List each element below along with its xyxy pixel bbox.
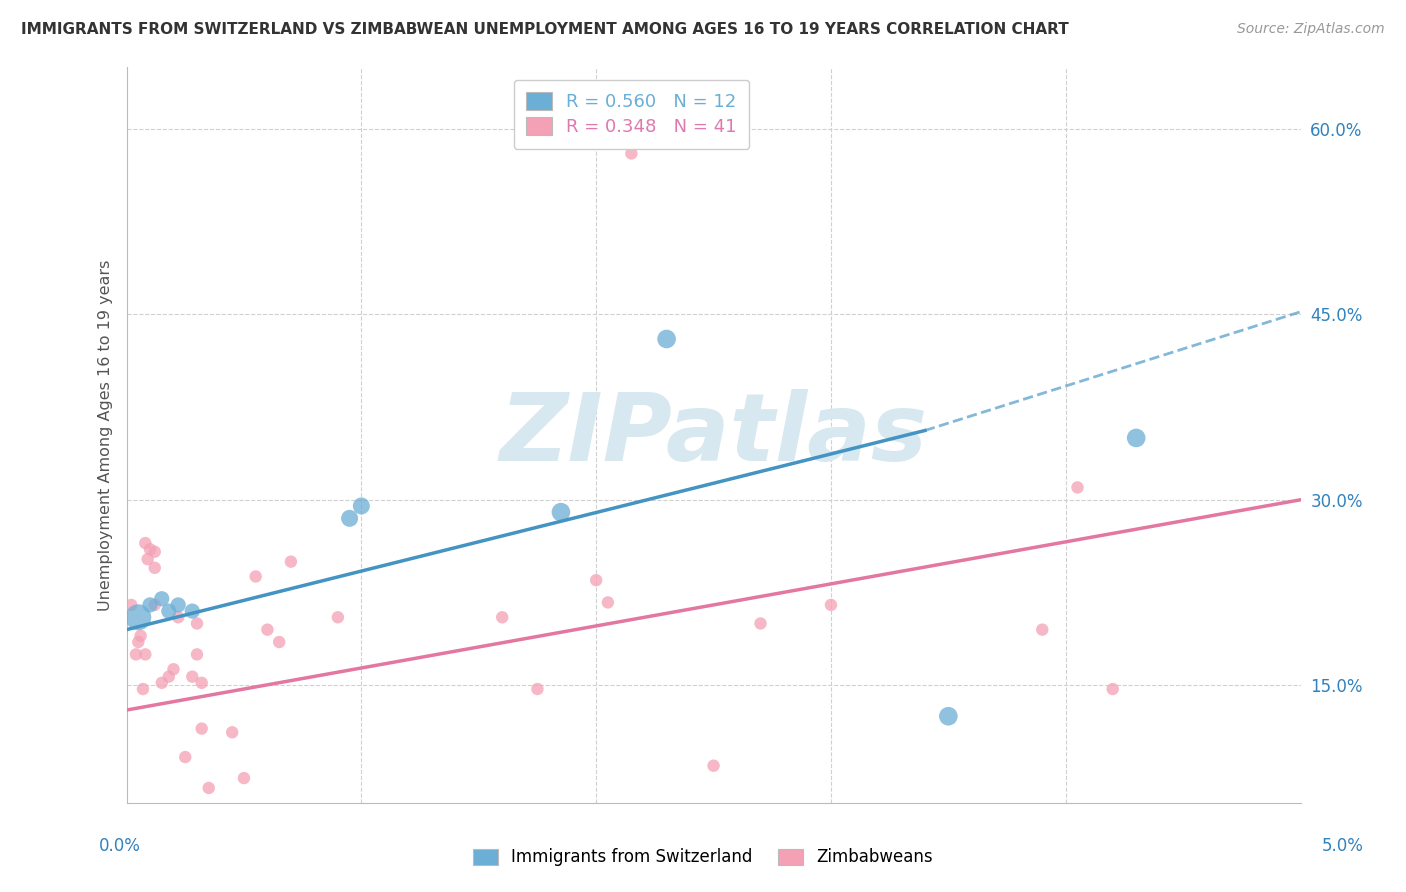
Point <box>1031 623 1053 637</box>
Point <box>702 758 725 772</box>
Point <box>256 623 278 637</box>
Point <box>620 146 643 161</box>
Point <box>326 610 349 624</box>
Point <box>1125 431 1147 445</box>
Point <box>136 552 159 566</box>
Point <box>157 670 180 684</box>
Point <box>143 545 166 559</box>
Point <box>749 616 772 631</box>
Point <box>127 635 149 649</box>
Point <box>125 648 148 662</box>
Point <box>350 499 373 513</box>
Text: Source: ZipAtlas.com: Source: ZipAtlas.com <box>1237 22 1385 37</box>
Point <box>129 629 152 643</box>
Point <box>526 681 548 696</box>
Point <box>134 536 156 550</box>
Legend: Immigrants from Switzerland, Zimbabweans: Immigrants from Switzerland, Zimbabweans <box>467 842 939 873</box>
Point <box>157 604 180 618</box>
Text: IMMIGRANTS FROM SWITZERLAND VS ZIMBABWEAN UNEMPLOYMENT AMONG AGES 16 TO 19 YEARS: IMMIGRANTS FROM SWITZERLAND VS ZIMBABWEA… <box>21 22 1069 37</box>
Point <box>150 591 173 606</box>
Point <box>143 598 166 612</box>
Point <box>269 635 291 649</box>
Point <box>174 750 197 764</box>
Text: ZIPatlas: ZIPatlas <box>499 389 928 481</box>
Point <box>181 670 204 684</box>
Point <box>143 561 166 575</box>
Point <box>162 662 184 676</box>
Point <box>491 610 513 624</box>
Point <box>186 648 208 662</box>
Text: 5.0%: 5.0% <box>1322 837 1364 855</box>
Point <box>233 771 256 785</box>
Point <box>181 604 204 618</box>
Point <box>132 681 155 696</box>
Point <box>585 573 607 587</box>
Point <box>120 598 142 612</box>
Point <box>190 676 212 690</box>
Point <box>245 569 267 583</box>
Point <box>139 598 162 612</box>
Point <box>938 709 960 723</box>
Point <box>167 598 190 612</box>
Text: 0.0%: 0.0% <box>98 837 141 855</box>
Point <box>550 505 572 519</box>
Point <box>186 616 208 631</box>
Point <box>820 598 842 612</box>
Point <box>339 511 361 525</box>
Point <box>655 332 678 346</box>
Point <box>190 722 212 736</box>
Point <box>167 610 190 624</box>
Point <box>197 780 219 795</box>
Point <box>1066 480 1088 494</box>
Point <box>150 676 173 690</box>
Point <box>134 648 156 662</box>
Point <box>127 610 149 624</box>
Legend: R = 0.560   N = 12, R = 0.348   N = 41: R = 0.560 N = 12, R = 0.348 N = 41 <box>513 79 749 149</box>
Point <box>596 595 619 609</box>
Point <box>1101 681 1123 696</box>
Y-axis label: Unemployment Among Ages 16 to 19 years: Unemployment Among Ages 16 to 19 years <box>97 260 112 610</box>
Point <box>139 542 162 557</box>
Point <box>221 725 243 739</box>
Point <box>280 555 302 569</box>
